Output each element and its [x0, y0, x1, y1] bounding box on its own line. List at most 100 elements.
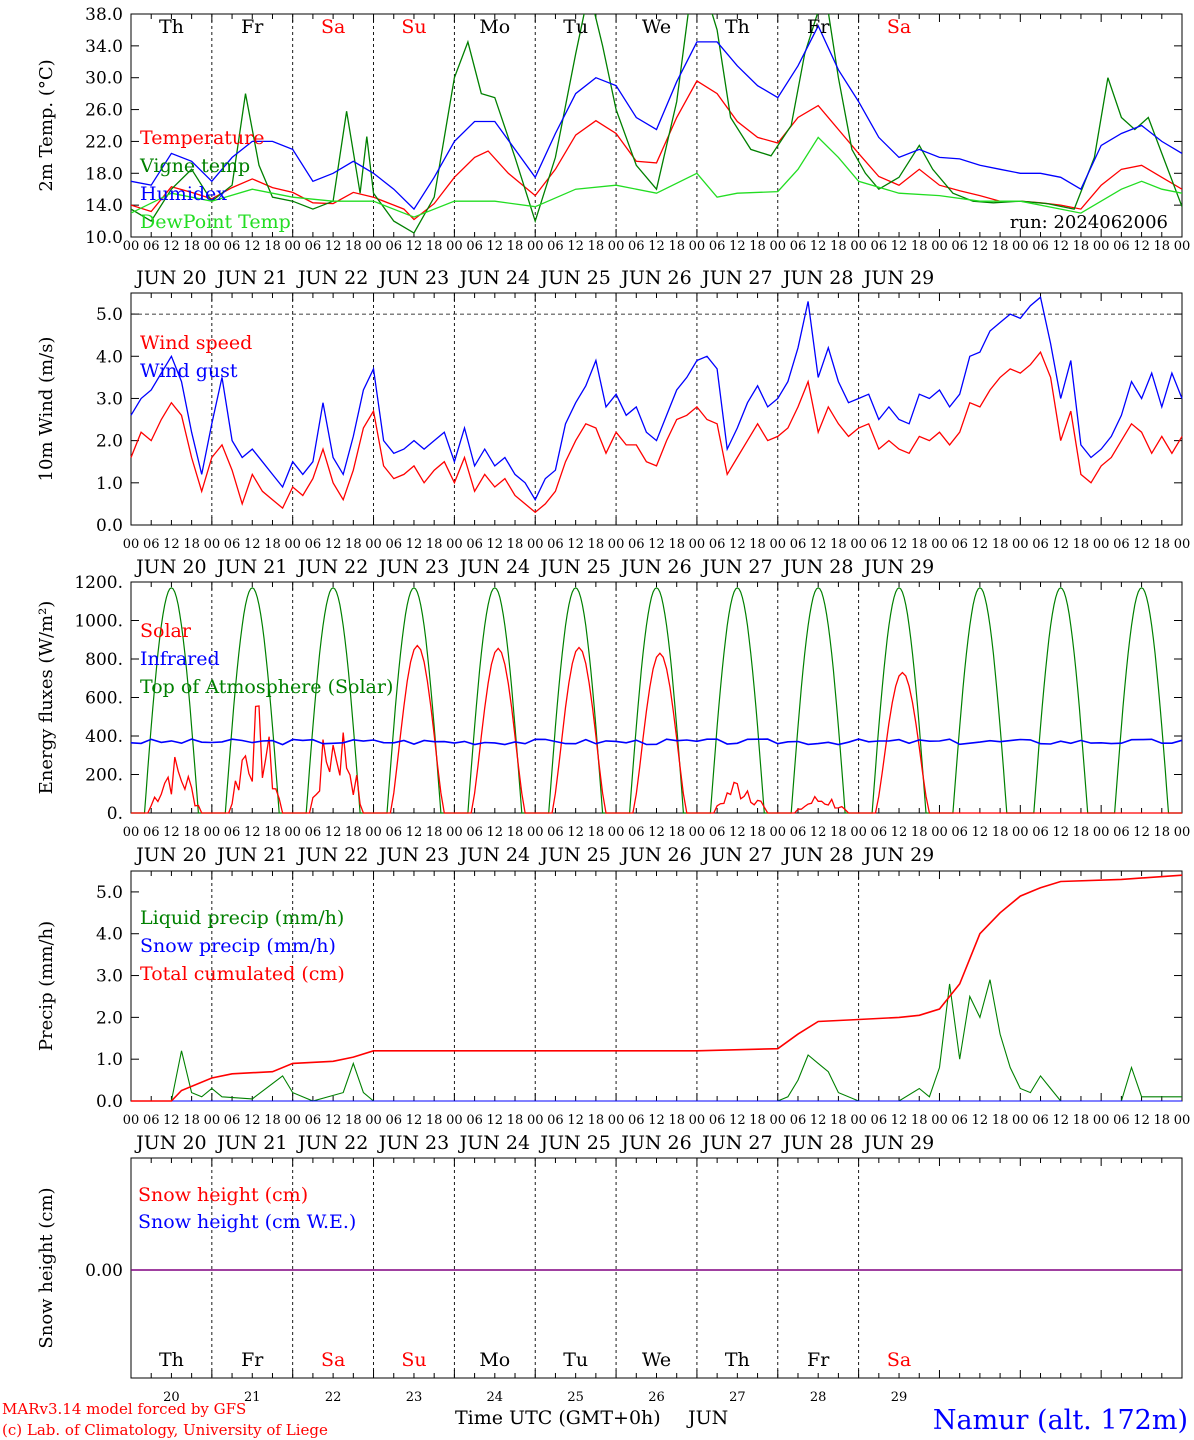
y-tick-label: 10.0: [85, 228, 123, 248]
hour-tick-label: 12: [567, 239, 584, 254]
date-label: JUN 22: [296, 556, 368, 578]
legend-entry: Liquid precip (mm/h): [140, 907, 344, 929]
hour-tick-label: 18: [830, 537, 847, 552]
hour-tick-label: 06: [385, 825, 402, 840]
day-label: Th: [725, 1349, 750, 1371]
hour-tick-label: 12: [487, 1113, 504, 1128]
hour-tick-label: 18: [749, 825, 766, 840]
hour-tick-label: 12: [325, 1113, 342, 1128]
hour-tick-label: 00: [769, 239, 786, 254]
hour-tick-label: 06: [466, 537, 483, 552]
hour-tick-label: 12: [487, 537, 504, 552]
hour-tick-label: 18: [668, 239, 685, 254]
date-label: JUN 21: [215, 556, 287, 578]
legend-entry: Snow height (cm W.E.): [138, 1211, 356, 1233]
hour-tick-label: 00: [931, 825, 948, 840]
hour-tick-label: 06: [951, 1113, 968, 1128]
hour-tick-label: 06: [871, 825, 888, 840]
hour-tick-label: 18: [507, 825, 524, 840]
day-label: Sa: [321, 16, 345, 38]
y-tick-label: 38.0: [85, 5, 123, 25]
hour-tick-label: 06: [547, 1113, 564, 1128]
hour-tick-label: 12: [244, 537, 261, 552]
hour-tick-label: 12: [891, 239, 908, 254]
hour-tick-label: 12: [891, 825, 908, 840]
date-label: JUN 23: [377, 844, 449, 866]
hour-tick-label: 18: [830, 1113, 847, 1128]
hour-tick-label: 12: [487, 825, 504, 840]
hour-tick-label: 06: [951, 239, 968, 254]
hour-tick-label: 00: [689, 537, 706, 552]
y-tick-label: 4.0: [96, 925, 123, 945]
legend-entry: Temperature: [140, 127, 264, 149]
hour-tick-label: 06: [466, 239, 483, 254]
y-tick-label: 5.0: [96, 305, 123, 325]
hour-tick-label: 12: [648, 1113, 665, 1128]
hour-tick-label: 06: [1113, 1113, 1130, 1128]
hour-tick-label: 00: [365, 537, 382, 552]
hour-tick-label: 12: [244, 825, 261, 840]
hour-tick-label: 18: [830, 239, 847, 254]
series-line-humidex: [131, 24, 1182, 211]
date-label: JUN 25: [538, 844, 610, 866]
temperature-series-group: [131, 14, 1182, 234]
series-line-vigne-temp: [131, 14, 1182, 234]
hour-tick-label: 06: [466, 825, 483, 840]
day-number: 27: [729, 1390, 746, 1405]
day-label: Mo: [479, 16, 510, 38]
hour-tick-label: 06: [709, 825, 726, 840]
hour-tick-label: 12: [729, 1113, 746, 1128]
panel-frame: [130, 870, 1183, 1102]
hour-tick-label: 18: [911, 825, 928, 840]
series-line-infrared: [130, 738, 1183, 746]
hour-tick-label: 00: [1012, 1113, 1029, 1128]
hour-tick-label: 00: [1174, 1113, 1191, 1128]
hour-tick-label: 00: [527, 825, 544, 840]
hour-tick-label: 12: [244, 239, 261, 254]
day-label: Fr: [807, 1349, 830, 1371]
y-axis-label: Precip (mm/h): [36, 921, 57, 1051]
series-line-wind-gust: [130, 296, 1183, 502]
hour-tick-label: 00: [608, 825, 625, 840]
hour-tick-label: 12: [891, 1113, 908, 1128]
hour-tick-label: 06: [790, 239, 807, 254]
hour-tick-label: 06: [305, 537, 322, 552]
hour-tick-label: 12: [810, 537, 827, 552]
date-label: JUN 27: [700, 267, 772, 289]
hour-tick-label: 12: [648, 537, 665, 552]
y-tick-label: 800.: [85, 650, 123, 670]
hour-tick-label: 12: [567, 1113, 584, 1128]
day-label: We: [642, 1349, 671, 1371]
hour-tick-label: 12: [406, 239, 423, 254]
y-tick-label: 4.0: [96, 347, 123, 367]
hour-tick-label: 12: [567, 537, 584, 552]
hour-tick-label: 00: [931, 1113, 948, 1128]
y-tick-label: 2.0: [96, 1008, 123, 1028]
hour-tick-label: 12: [406, 825, 423, 840]
y-tick-label: 2.0: [96, 432, 123, 452]
day-number: 21: [244, 1390, 261, 1405]
day-label: Th: [725, 16, 750, 38]
hour-tick-label: 12: [648, 825, 665, 840]
hour-tick-label: 06: [385, 537, 402, 552]
hour-tick-label: 12: [729, 239, 746, 254]
hour-tick-label: 06: [1113, 825, 1130, 840]
hour-tick-label: 18: [264, 239, 281, 254]
series-line-top-of-atmosphere: [131, 587, 1182, 814]
hour-tick-label: 00: [1012, 239, 1029, 254]
hour-tick-label: 18: [749, 537, 766, 552]
day-label: Fr: [241, 16, 264, 38]
series-line-wind-speed: [130, 350, 1183, 514]
hour-tick-label: 00: [689, 825, 706, 840]
hour-tick-label: 18: [426, 1113, 443, 1128]
y-tick-label: 34.0: [85, 37, 123, 57]
hour-tick-label: 00: [365, 239, 382, 254]
hour-tick-label: 12: [325, 537, 342, 552]
hour-tick-label: 12: [487, 239, 504, 254]
legend-entry: Wind gust: [140, 360, 238, 382]
hour-tick-label: 18: [992, 239, 1009, 254]
date-label: JUN 25: [538, 267, 610, 289]
date-label: JUN 23: [377, 267, 449, 289]
day-label: Su: [401, 1349, 426, 1371]
